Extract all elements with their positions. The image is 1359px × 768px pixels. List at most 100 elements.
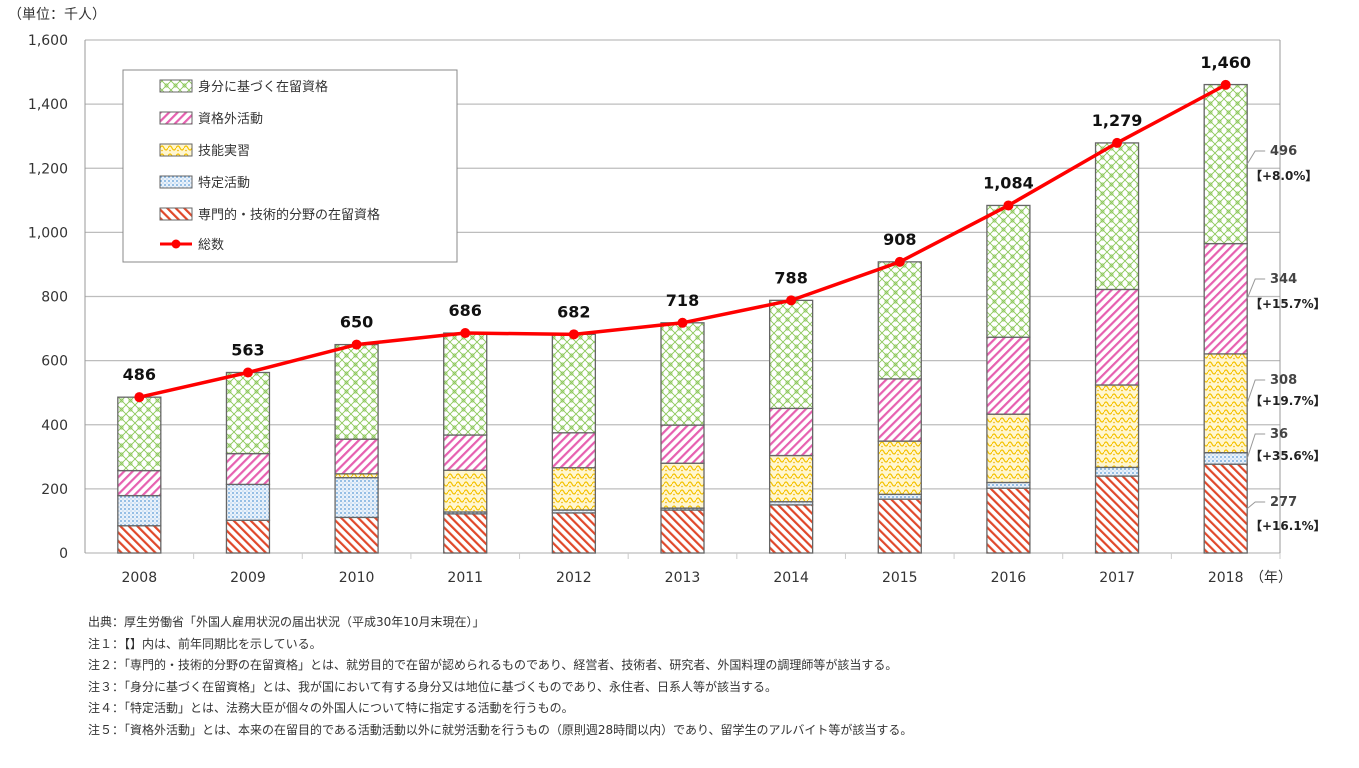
x-tick-label: 2010 [339,570,375,586]
x-tick-label: 2016 [991,570,1027,586]
note-3: 注３：「身分に基づく在留資格」とは、我が国において有する身分又は地位に基づくもの… [88,679,778,694]
bar-segment [1094,475,1140,554]
leader-line [1246,278,1266,299]
note-5: 注５：「資格外活動」とは、本来の在留目的である活動活動以外に就労活動を行うもの（… [88,722,913,737]
total-label: 650 [340,313,373,332]
bar-segment [551,432,597,469]
annotation-change: 【+8.0%】 [1250,168,1317,183]
legend-swatch [159,79,193,93]
y-tick-label: 1,000 [28,225,68,241]
bar-segment [117,469,162,497]
bar-segment [986,487,1031,554]
bar-segment [660,509,705,554]
bar-segment [1203,451,1248,465]
bar-segment [334,516,379,554]
total-point [351,339,362,350]
bar-segment [986,204,1031,338]
x-unit-label: （年） [1250,570,1292,586]
leader-line [1246,501,1266,509]
legend-box [122,69,458,263]
note-2: 注２：「専門的・技術的分野の在留資格」とは、就労目的で在留が認められるものであり… [88,658,898,673]
bar-segment [551,467,597,511]
bar-segment [986,413,1031,484]
bar-segment [877,493,922,500]
x-tick-label: 2018 [1208,570,1244,586]
y-tick-label: 400 [41,418,68,434]
bar-segment [117,396,162,472]
y-tick-label: 800 [41,290,68,306]
x-tick-label: 2015 [882,570,918,586]
x-tick-label: 2008 [121,570,157,586]
total-point [460,328,471,339]
bar-segment [660,424,705,464]
bar-segment [768,454,814,503]
y-tick-label: 0 [59,546,68,562]
unit-label: （単位：千人） [8,7,106,23]
bar-segment [551,333,597,434]
bar-segment [986,336,1031,415]
legend-label: 資格外活動 [198,111,263,127]
x-tick-label: 2012 [556,570,592,586]
bar-segment [1203,353,1248,454]
legend-swatch [159,143,193,157]
bar-segment [768,299,814,410]
x-tick-label: 2011 [447,570,483,586]
legend-label: 総数 [198,238,224,253]
total-point [677,317,688,328]
total-label: 908 [883,230,916,249]
bar-segment [1203,83,1248,245]
bar-segment [334,477,379,519]
x-tick-label: 2009 [230,570,266,586]
note-4: 注４：「特定活動」とは、法務大臣が個々の外国人について特に指定する活動を行うもの… [88,701,574,716]
bar-segment [334,438,379,475]
x-tick-label: 2014 [773,570,809,586]
bar-segment [1203,463,1248,554]
x-tick-label: 2017 [1099,570,1135,586]
annotation-value: 308 [1270,373,1297,388]
bar-segment [443,434,488,471]
y-tick-label: 1,400 [28,97,68,113]
annotation-change: 【+15.7%】 [1250,296,1326,311]
annotation-value: 496 [1270,144,1297,159]
total-point [894,256,905,267]
total-point [786,295,797,306]
stacked-bar-chart: 0 200 400 600 800 1,000 1,200 1,400 1,600 2008 200… [28,33,1326,586]
bar-segment [117,494,162,527]
leader-line [1246,150,1266,165]
total-label: 788 [774,268,807,287]
total-point [1112,137,1123,148]
annotation-value: 344 [1270,272,1297,287]
bar-segment [551,512,597,554]
bar-segment [225,452,271,486]
leader-line [1246,433,1266,459]
total-point [1220,79,1231,90]
bar-segment [1203,242,1248,355]
footnotes: 出典：厚生労働省「外国人雇用状況の届出状況（平成30年10月末現在）」 注１：【… [88,612,912,742]
bar-segment [1094,466,1140,477]
legend-swatch [159,207,193,221]
total-point [134,392,145,403]
bar-segment [443,332,488,436]
annotation-value: 36 [1270,427,1288,442]
bar-segment [334,343,379,440]
total-label: 486 [123,365,156,384]
legend-line-marker [171,239,181,249]
legend-label: 専門的・技術的分野の在留資格 [198,207,380,223]
total-label: 686 [449,301,482,320]
legend-swatch [159,175,193,189]
total-label: 1,279 [1092,111,1143,130]
bar-segment [117,525,162,554]
bar-segment [225,519,271,554]
bar-segment [768,504,814,554]
leader-line [1246,379,1266,404]
bar-segment [877,440,922,495]
bar-segment [443,513,488,554]
legend-label: 特定活動 [198,176,250,191]
source-note: 出典：厚生労働省「外国人雇用状況の届出状況（平成30年10月末現在）」 [88,615,485,629]
total-label: 718 [666,291,699,310]
bar-segment [660,322,705,426]
y-tick-label: 1,200 [28,161,68,177]
legend-label: 身分に基づく在留資格 [198,79,328,95]
total-point [568,329,579,340]
bar-segment [877,261,922,380]
